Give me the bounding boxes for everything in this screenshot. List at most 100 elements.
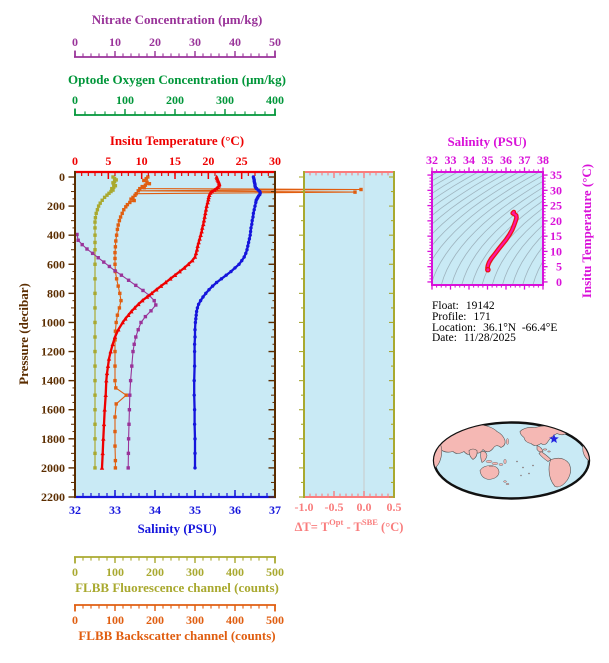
svg-text:20: 20 — [149, 35, 161, 49]
svg-text:0: 0 — [72, 35, 78, 49]
oxygen-axis-title: Optode Oxygen Concentration (μm/kg) — [68, 72, 286, 87]
svg-text:37: 37 — [269, 503, 281, 517]
svg-text:25: 25 — [550, 199, 562, 213]
svg-text:-0.5: -0.5 — [325, 500, 344, 514]
ts-salinity-title: Salinity (PSU) — [447, 134, 526, 149]
svg-text:10: 10 — [136, 154, 148, 168]
svg-text:5: 5 — [556, 260, 562, 274]
svg-text:0.5: 0.5 — [387, 500, 402, 514]
delta-t-frame: -1.0 -0.5 0.0 0.5 — [295, 171, 402, 514]
svg-text:30: 30 — [550, 183, 562, 197]
svg-text:0: 0 — [556, 275, 562, 289]
svg-text:35: 35 — [550, 168, 562, 182]
float-location-star — [549, 434, 559, 444]
svg-text:200: 200 — [146, 613, 164, 627]
svg-text:5: 5 — [105, 154, 111, 168]
svg-text:1000: 1000 — [41, 315, 65, 329]
svg-text:25: 25 — [236, 154, 248, 168]
panel-backgrounds — [75, 172, 543, 497]
svg-text:500: 500 — [266, 613, 284, 627]
fluorescence-axis: 0 100 200 300 400 500 — [72, 556, 284, 579]
profile-curves — [75, 174, 519, 470]
salinity-axis-title: Salinity (PSU) — [137, 521, 216, 536]
svg-text:20: 20 — [550, 214, 562, 228]
profile-number-row: Profile: 171 — [432, 310, 491, 323]
svg-text:400: 400 — [226, 565, 244, 579]
svg-text:33: 33 — [445, 153, 457, 167]
svg-text:1800: 1800 — [41, 432, 65, 446]
svg-text:32: 32 — [426, 153, 438, 167]
svg-text:200: 200 — [146, 565, 164, 579]
svg-text:32: 32 — [69, 503, 81, 517]
svg-text:36: 36 — [229, 503, 241, 517]
float-info-block: Float: 19142 Profile: 171 Location: 36.1°N … — [432, 300, 558, 345]
svg-text:20: 20 — [202, 154, 214, 168]
svg-text:36: 36 — [500, 153, 512, 167]
backscatter-axis: 0 100 200 300 400 500 — [72, 604, 284, 627]
svg-text:200: 200 — [47, 199, 65, 213]
nitrate-axis: 0 10 20 30 40 50 — [72, 35, 281, 58]
svg-text:0: 0 — [59, 170, 65, 184]
float-id-row: Float: 19142 — [432, 300, 495, 312]
svg-text:30: 30 — [269, 154, 281, 168]
ts-profile-curve — [485, 209, 519, 273]
svg-text:35: 35 — [482, 153, 494, 167]
svg-text:800: 800 — [47, 286, 65, 300]
svg-text:300: 300 — [186, 565, 204, 579]
svg-text:34: 34 — [463, 153, 475, 167]
svg-text:2000: 2000 — [41, 461, 65, 475]
profile-number-value: 171 — [473, 310, 491, 323]
svg-text:40: 40 — [229, 35, 241, 49]
svg-text:10: 10 — [109, 35, 121, 49]
oxygen-axis: 0 100 200 300 400 — [72, 93, 284, 116]
svg-text:100: 100 — [106, 565, 124, 579]
density-contours — [432, 172, 543, 285]
delta-t-axis-title: ΔT= TOpt - TSBE (°C) — [294, 517, 404, 535]
svg-text:400: 400 — [226, 613, 244, 627]
svg-text:15: 15 — [550, 229, 562, 243]
svg-text:600: 600 — [47, 257, 65, 271]
temperature-axis-title: Insitu Temperature (°C) — [110, 133, 244, 148]
svg-text:30: 30 — [189, 35, 201, 49]
temperature-curve — [99, 174, 222, 470]
svg-text:500: 500 — [266, 565, 284, 579]
location-value: 36.1°N -66.4°E — [483, 321, 558, 334]
salinity-curve — [192, 175, 262, 470]
fluorescence-axis-title: FLBB Fluorescence channel (counts) — [75, 580, 279, 595]
svg-text:200: 200 — [166, 93, 184, 107]
svg-text:400: 400 — [47, 228, 65, 242]
svg-text:0: 0 — [72, 154, 78, 168]
location-row: Location: 36.1°N -66.4°E — [432, 321, 558, 334]
svg-text:15: 15 — [169, 154, 181, 168]
nitrate-axis-title: Nitrate Concentration (μm/kg) — [92, 12, 263, 27]
pressure-axis-title: Pressure (decibar) — [16, 283, 31, 385]
svg-text:1200: 1200 — [41, 345, 65, 359]
svg-text:300: 300 — [186, 613, 204, 627]
svg-text:300: 300 — [216, 93, 234, 107]
svg-text:-1.0: -1.0 — [295, 500, 314, 514]
svg-text:0: 0 — [72, 93, 78, 107]
svg-text:0.0: 0.0 — [357, 500, 372, 514]
svg-text:10: 10 — [550, 244, 562, 258]
ts-temperature-title: Insitu Temperature (°C) — [579, 164, 594, 298]
svg-text:100: 100 — [116, 93, 134, 107]
fluorescence-curve — [93, 175, 118, 470]
date-row: Date: 11/28/2025 — [432, 332, 516, 345]
svg-text:1600: 1600 — [41, 403, 65, 417]
svg-text:2200: 2200 — [41, 490, 65, 504]
svg-text:0: 0 — [72, 565, 78, 579]
svg-text:100: 100 — [106, 613, 124, 627]
main-plot-frame: 0 5 10 15 20 25 30 32 33 34 35 36 37 0 200 400 600 800 100… — [41, 154, 281, 517]
svg-text:34: 34 — [149, 503, 161, 517]
svg-text:1400: 1400 — [41, 374, 65, 388]
svg-text:33: 33 — [109, 503, 121, 517]
backscatter-curve — [113, 175, 363, 470]
svg-text:37: 37 — [519, 153, 531, 167]
date-value: 11/28/2025 — [463, 332, 516, 345]
svg-text:35: 35 — [189, 503, 201, 517]
float-id-value: 19142 — [465, 300, 495, 312]
